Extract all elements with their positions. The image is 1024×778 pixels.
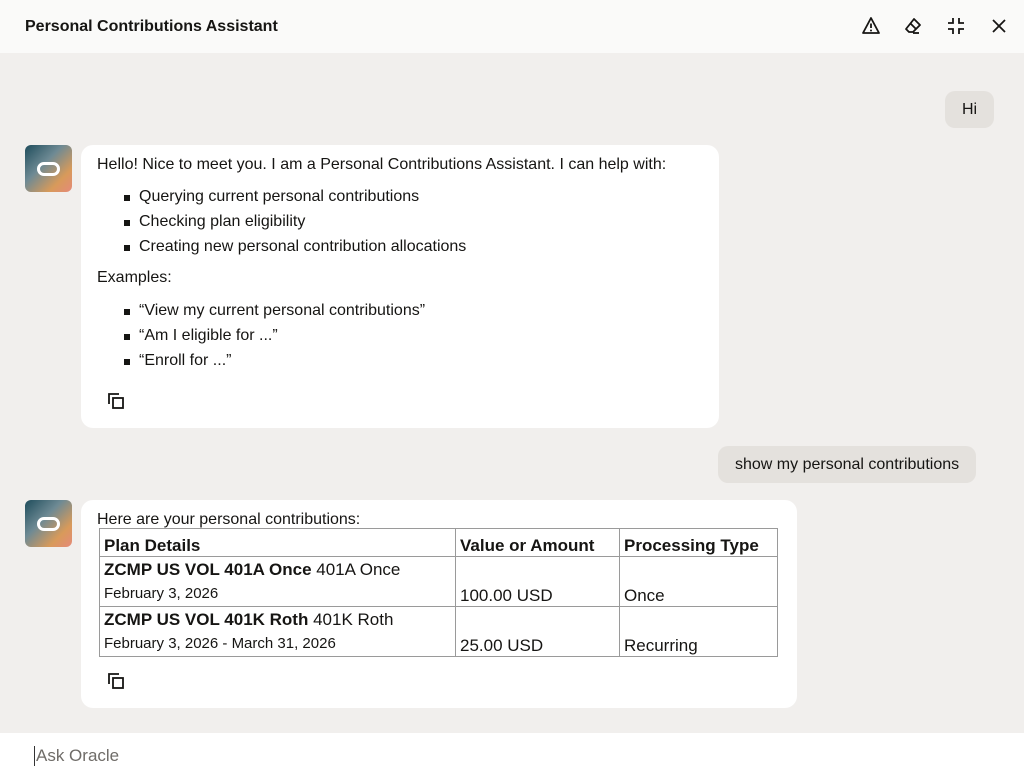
column-header: Plan Details: [99, 528, 456, 557]
user-message: show my personal contributions: [718, 446, 977, 483]
table-row: ZCMP US VOL 401A Once 401A Once February …: [99, 556, 778, 607]
plan-short-name: 401A Once: [316, 560, 401, 579]
list-item: “Enroll for ...”: [97, 348, 697, 373]
copy-icon[interactable]: [106, 671, 126, 691]
plan-details-cell: ZCMP US VOL 401A Once 401A Once February …: [99, 556, 456, 607]
plan-name: ZCMP US VOL 401A Once: [104, 560, 312, 579]
table-header-row: Plan Details Value or Amount Processing …: [99, 528, 778, 557]
warning-icon[interactable]: [859, 14, 883, 38]
plan-name: ZCMP US VOL 401K Roth: [104, 610, 309, 629]
amount-cell: 25.00 USD: [455, 606, 620, 657]
examples-label: Examples:: [97, 269, 172, 286]
list-item: “Am I eligible for ...”: [97, 323, 697, 348]
assistant-avatar: [25, 145, 72, 192]
oracle-logo-icon: [37, 517, 60, 531]
message-text: Hi: [962, 100, 978, 118]
plan-details-cell: ZCMP US VOL 401K Roth 401K Roth February …: [99, 606, 456, 657]
assistant-avatar: [25, 500, 72, 547]
processing-type-cell: Once: [619, 556, 778, 607]
plan-date: February 3, 2026: [104, 585, 219, 602]
column-header: Processing Type: [619, 528, 778, 557]
amount-cell: 100.00 USD: [455, 556, 620, 607]
message-text: show my personal contributions: [735, 455, 960, 473]
input-bar: [0, 733, 1024, 778]
oracle-logo-icon: [37, 162, 60, 176]
copy-icon[interactable]: [106, 391, 126, 411]
eraser-icon[interactable]: [901, 14, 925, 38]
capabilities-list: Querying current personal contributions …: [97, 184, 697, 259]
list-item: Querying current personal contributions: [97, 184, 697, 209]
plan-short-name: 401K Roth: [313, 610, 394, 629]
assistant-message: Hello! Nice to meet you. I am a Personal…: [81, 145, 719, 428]
list-item: Checking plan eligibility: [97, 209, 697, 234]
ask-oracle-input[interactable]: [34, 745, 994, 766]
user-message: Hi: [945, 91, 995, 128]
contributions-table: Plan Details Value or Amount Processing …: [99, 528, 778, 657]
header: Personal Contributions Assistant: [0, 0, 1024, 53]
list-item: “View my current personal contributions”: [97, 298, 697, 323]
message-text: Here are your personal contributions:: [97, 511, 361, 528]
close-icon[interactable]: [987, 14, 1011, 38]
assistant-message: Here are your personal contributions: Pl…: [81, 500, 797, 708]
column-header: Value or Amount: [455, 528, 620, 557]
processing-type-cell: Recurring: [619, 606, 778, 657]
plan-date: February 3, 2026 - March 31, 2026: [104, 635, 336, 652]
table-row: ZCMP US VOL 401K Roth 401K Roth February …: [99, 606, 778, 657]
list-item: Creating new personal contribution alloc…: [97, 234, 697, 259]
examples-list: “View my current personal contributions”…: [97, 298, 697, 373]
minimize-icon[interactable]: [944, 14, 968, 38]
window-title: Personal Contributions Assistant: [25, 17, 278, 35]
message-text: Hello! Nice to meet you. I am a Personal…: [97, 156, 667, 173]
